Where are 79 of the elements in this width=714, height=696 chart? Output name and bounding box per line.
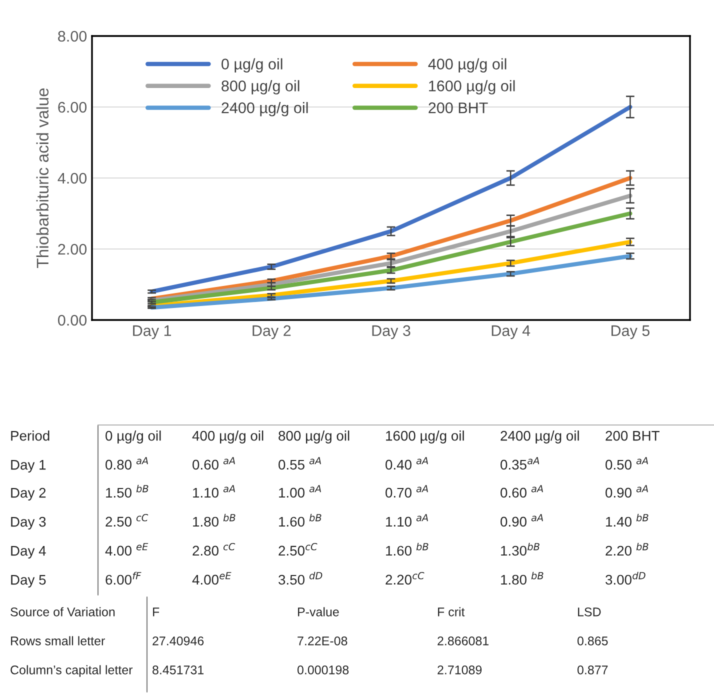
category-label: Day 1 — [11, 460, 46, 472]
category-label: Day 3 — [11, 516, 46, 530]
text: 8.451731 — [152, 666, 204, 674]
text: 0.35$^{aA}$ — [500, 457, 540, 470]
text: 200 BHT — [606, 430, 660, 441]
y-tick-label: 8.00 — [58, 30, 87, 42]
text: F — [153, 608, 160, 616]
text: 1.30$^{bB}$ — [501, 542, 540, 556]
text: Rows small letter — [11, 636, 105, 646]
text: P-value — [298, 607, 339, 616]
y-tick-label: 6.00 — [58, 102, 87, 113]
line-series — [150, 176, 632, 301]
text: Column’s capital letter — [10, 665, 133, 677]
text: 2.50 $^{cC}$ — [106, 514, 148, 527]
text: 2.50$^{cC}$ — [278, 542, 318, 556]
text: 4.00$^{eE}$ — [192, 572, 232, 585]
line-series — [150, 194, 632, 303]
text: 3.00$^{dD}$ — [606, 572, 646, 585]
legend-label: 0 µg/g oil — [222, 58, 282, 73]
text: 27.40946 — [152, 636, 204, 646]
text: LSD — [578, 608, 601, 616]
y-tick-label: 0.00 — [58, 314, 87, 326]
text: 1.60 $^{bB}$ — [279, 514, 322, 527]
text: 0.80 $^{aA}$ — [106, 457, 148, 470]
x-tick-label: Day 2 — [252, 325, 291, 340]
text: 1.10 $^{aA}$ — [386, 514, 428, 527]
text: 2.866081 — [438, 636, 489, 646]
category-label: Day 5 — [11, 575, 46, 588]
x-tick-label: Day 1 — [133, 325, 172, 340]
y-axis-title: Thiobarbituric acid value — [36, 88, 49, 268]
text: 4.00 $^{eE}$ — [105, 543, 148, 556]
text: 2.80 $^{cC}$ — [192, 542, 236, 556]
text: 1.40 $^{bB}$ — [606, 514, 648, 527]
legend-label: 1600 µg/g oil — [429, 80, 515, 94]
y-tick-label: 2.00 — [58, 244, 87, 255]
text: 0.60 $^{aA}$ — [500, 485, 543, 498]
text: 1.50 $^{bB}$ — [106, 484, 148, 498]
text: 1.80 $^{bB}$ — [193, 514, 236, 527]
text: 1600 µg/g oil — [386, 430, 464, 444]
y-tick-label: 4.00 — [58, 172, 87, 184]
line-series — [150, 211, 632, 304]
text: 400 µg/g oil — [192, 430, 264, 444]
text: 1.00 $^{aA}$ — [279, 485, 321, 498]
text: 0.50 $^{aA}$ — [606, 457, 648, 470]
category-label: Day 2 — [11, 488, 46, 500]
text: 6.00$^{fF}$ — [106, 572, 142, 585]
text: 2400 µg/g oil — [500, 430, 579, 444]
x-tick-label: Day 5 — [612, 325, 650, 340]
text: 0.60 $^{aA}$ — [192, 457, 235, 470]
x-tick-label: Day 3 — [372, 325, 410, 340]
text: 0.865 — [577, 636, 608, 646]
text: 3.50 $^{dD}$ — [278, 572, 322, 585]
text: 1.10 $^{aA}$ — [193, 485, 235, 498]
text: 2.20$^{cC}$ — [386, 572, 424, 585]
legend-label: 2400 µg/g oil — [222, 102, 308, 116]
legend-label: 800 µg/g oil — [222, 80, 300, 94]
x-tick-label: Day 4 — [492, 325, 530, 340]
text: 0.877 — [577, 666, 608, 674]
line-series — [150, 254, 632, 310]
text: 2.71089 — [438, 666, 482, 674]
text: F crit — [438, 607, 465, 616]
text: 0.90 $^{aA}$ — [500, 514, 543, 527]
text: 0.000198 — [297, 666, 349, 674]
text: 0.40 $^{aA}$ — [386, 457, 428, 470]
text: 2.20 $^{bB}$ — [606, 542, 648, 556]
text: 800 µg/g oil — [278, 430, 350, 444]
text: Period — [11, 430, 50, 441]
text: 0 µg/g oil — [106, 430, 161, 444]
legend-label: 200 BHT — [428, 102, 488, 114]
text: 7.22E-08 — [298, 636, 348, 646]
text: 1.60 $^{bB}$ — [386, 542, 428, 556]
text: 0.90 $^{aA}$ — [606, 485, 648, 498]
text: 0.55 $^{aA}$ — [278, 457, 321, 470]
line-series — [150, 240, 632, 308]
text: 0.70 $^{aA}$ — [386, 485, 428, 498]
source-note: Source of Variation — [10, 607, 115, 616]
legend-label: 400 µg/g oil — [428, 58, 506, 73]
category-label: Day 4 — [11, 546, 46, 558]
text: 1.80 $^{bB}$ — [501, 572, 544, 585]
